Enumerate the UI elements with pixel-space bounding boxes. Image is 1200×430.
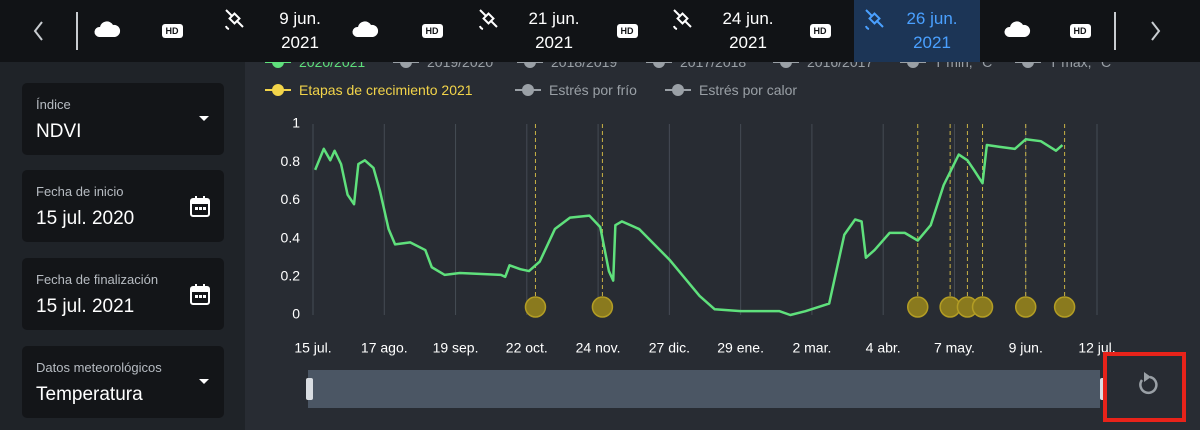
date-day: 21 jun. bbox=[528, 9, 580, 28]
x-tick-label: 7 may. bbox=[934, 340, 975, 356]
hd-tile[interactable]: HD bbox=[615, 0, 639, 62]
x-tick-label: 24 nov. bbox=[576, 340, 621, 356]
date-year: 2021 bbox=[913, 33, 951, 52]
date-year: 2021 bbox=[729, 33, 767, 52]
divider bbox=[76, 12, 78, 50]
x-tick-label: 15 jul. bbox=[294, 340, 331, 356]
growth-stage-marker bbox=[971, 296, 994, 318]
dropdown-arrow bbox=[199, 116, 209, 121]
dropdown-arrow bbox=[199, 379, 209, 384]
date-year: 2021 bbox=[281, 33, 319, 52]
x-tick-label: 12 jul. bbox=[1078, 340, 1115, 356]
legend-label: Etapas de crecimiento 2021 bbox=[299, 82, 473, 98]
date-tile[interactable]: 9 jun. 2021 bbox=[222, 0, 348, 62]
legend-item[interactable]: Estrés por calor bbox=[665, 82, 797, 98]
y-tick-label: 0 bbox=[292, 306, 300, 322]
growth-stage-marker bbox=[591, 296, 614, 318]
next-button[interactable] bbox=[1142, 0, 1168, 62]
divider bbox=[1114, 12, 1116, 50]
x-tick-label: 2 mar. bbox=[792, 340, 831, 356]
y-tick-label: 0.8 bbox=[281, 153, 301, 169]
plot-area: 0 0.2 0.4 0.6 0.8 1 15 jul. 17 ago. 19 sep. 22 oc… bbox=[281, 115, 1116, 356]
legend-item[interactable]: Etapas de crecimiento 2021 bbox=[265, 82, 473, 98]
legend-label: Estrés por calor bbox=[699, 82, 798, 98]
field-label: Fecha de inicio bbox=[36, 184, 124, 199]
hd-badge: HD bbox=[1069, 24, 1091, 38]
reset-button[interactable] bbox=[1139, 372, 1158, 395]
date-day: 9 jun. bbox=[279, 9, 321, 28]
slider-handle[interactable] bbox=[306, 378, 313, 400]
highlight-box bbox=[1103, 352, 1186, 422]
y-tick-label: 0.4 bbox=[281, 229, 301, 245]
legend-marker bbox=[265, 84, 291, 96]
field-value: 15 jul. 2020 bbox=[36, 208, 135, 229]
hd-tile[interactable]: HD bbox=[1068, 0, 1092, 62]
range-slider[interactable] bbox=[308, 370, 1100, 408]
x-tick-label: 4 abr. bbox=[866, 340, 901, 356]
satellite-icon bbox=[865, 9, 884, 30]
legend-item[interactable]: Estrés por frío bbox=[515, 82, 637, 98]
x-tick-label: 9 jun. bbox=[1009, 340, 1043, 356]
end-date-field[interactable]: Fecha de finalización 15 jul. 2021 bbox=[22, 258, 224, 330]
satellite-icon bbox=[479, 9, 498, 30]
x-tick-label: 17 ago. bbox=[361, 340, 408, 356]
growth-stage-marker bbox=[906, 296, 929, 318]
cloud-icon[interactable] bbox=[92, 0, 122, 62]
hd-tile[interactable]: HD bbox=[808, 0, 832, 62]
growth-stage-marker bbox=[1053, 296, 1076, 318]
growth-stage-marker bbox=[1014, 296, 1037, 318]
hd-badge: HD bbox=[809, 24, 831, 38]
date-tile-selected[interactable]: 26 jun. 2021 bbox=[854, 0, 980, 62]
calendar-icon bbox=[190, 284, 210, 305]
date-tile[interactable]: 21 jun. 2021 bbox=[476, 0, 602, 62]
satellite-icon bbox=[673, 9, 692, 30]
date-year: 2021 bbox=[535, 33, 573, 52]
date-day: 24 jun. bbox=[722, 9, 774, 28]
hd-badge: HD bbox=[421, 24, 443, 38]
y-tick-label: 0.2 bbox=[281, 268, 301, 284]
image-timeline: HD 9 jun. 2021 HD 21 jun. 2021 HD 24 jun. 2… bbox=[0, 0, 1200, 62]
x-tick-label: 19 sep. bbox=[433, 340, 479, 356]
ndvi-line bbox=[314, 138, 1064, 317]
field-value: 15 jul. 2021 bbox=[36, 296, 135, 317]
field-value: Temperatura bbox=[36, 384, 143, 405]
hd-badge: HD bbox=[616, 24, 638, 38]
hd-tile[interactable]: HD bbox=[420, 0, 444, 62]
cloud-icon[interactable] bbox=[350, 0, 380, 62]
y-tick-label: 0.6 bbox=[281, 191, 301, 207]
field-label: Fecha de finalización bbox=[36, 272, 159, 287]
hd-badge: HD bbox=[161, 24, 183, 38]
x-tick-label: 27 dic. bbox=[649, 340, 690, 356]
cloud-icon[interactable] bbox=[1002, 0, 1032, 62]
x-tick-label: 22 oct. bbox=[506, 340, 548, 356]
start-date-field[interactable]: Fecha de inicio 15 jul. 2020 bbox=[22, 170, 224, 242]
index-select[interactable]: Índice NDVI bbox=[22, 83, 224, 155]
y-tick-label: 1 bbox=[292, 115, 300, 131]
x-tick-label: 29 ene. bbox=[717, 340, 764, 356]
date-tile[interactable]: 24 jun. 2021 bbox=[670, 0, 796, 62]
field-label: Índice bbox=[36, 97, 71, 112]
legend-marker bbox=[665, 84, 691, 96]
growth-stage-marker bbox=[524, 296, 547, 318]
legend-marker bbox=[515, 84, 541, 96]
satellite-icon bbox=[225, 9, 244, 30]
field-label: Datos meteorológicos bbox=[36, 360, 162, 375]
hd-tile[interactable]: HD bbox=[160, 0, 184, 62]
date-day: 26 jun. bbox=[906, 9, 958, 28]
sidebar: Índice NDVI Fecha de inicio 15 jul. 2020… bbox=[0, 62, 245, 430]
calendar-icon bbox=[190, 196, 210, 217]
prev-button[interactable] bbox=[26, 0, 52, 62]
weather-select[interactable]: Datos meteorológicos Temperatura bbox=[22, 346, 224, 418]
field-value: NDVI bbox=[36, 121, 82, 142]
legend-label: Estrés por frío bbox=[549, 82, 637, 98]
